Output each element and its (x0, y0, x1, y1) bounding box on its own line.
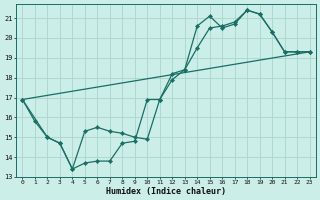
X-axis label: Humidex (Indice chaleur): Humidex (Indice chaleur) (106, 187, 226, 196)
